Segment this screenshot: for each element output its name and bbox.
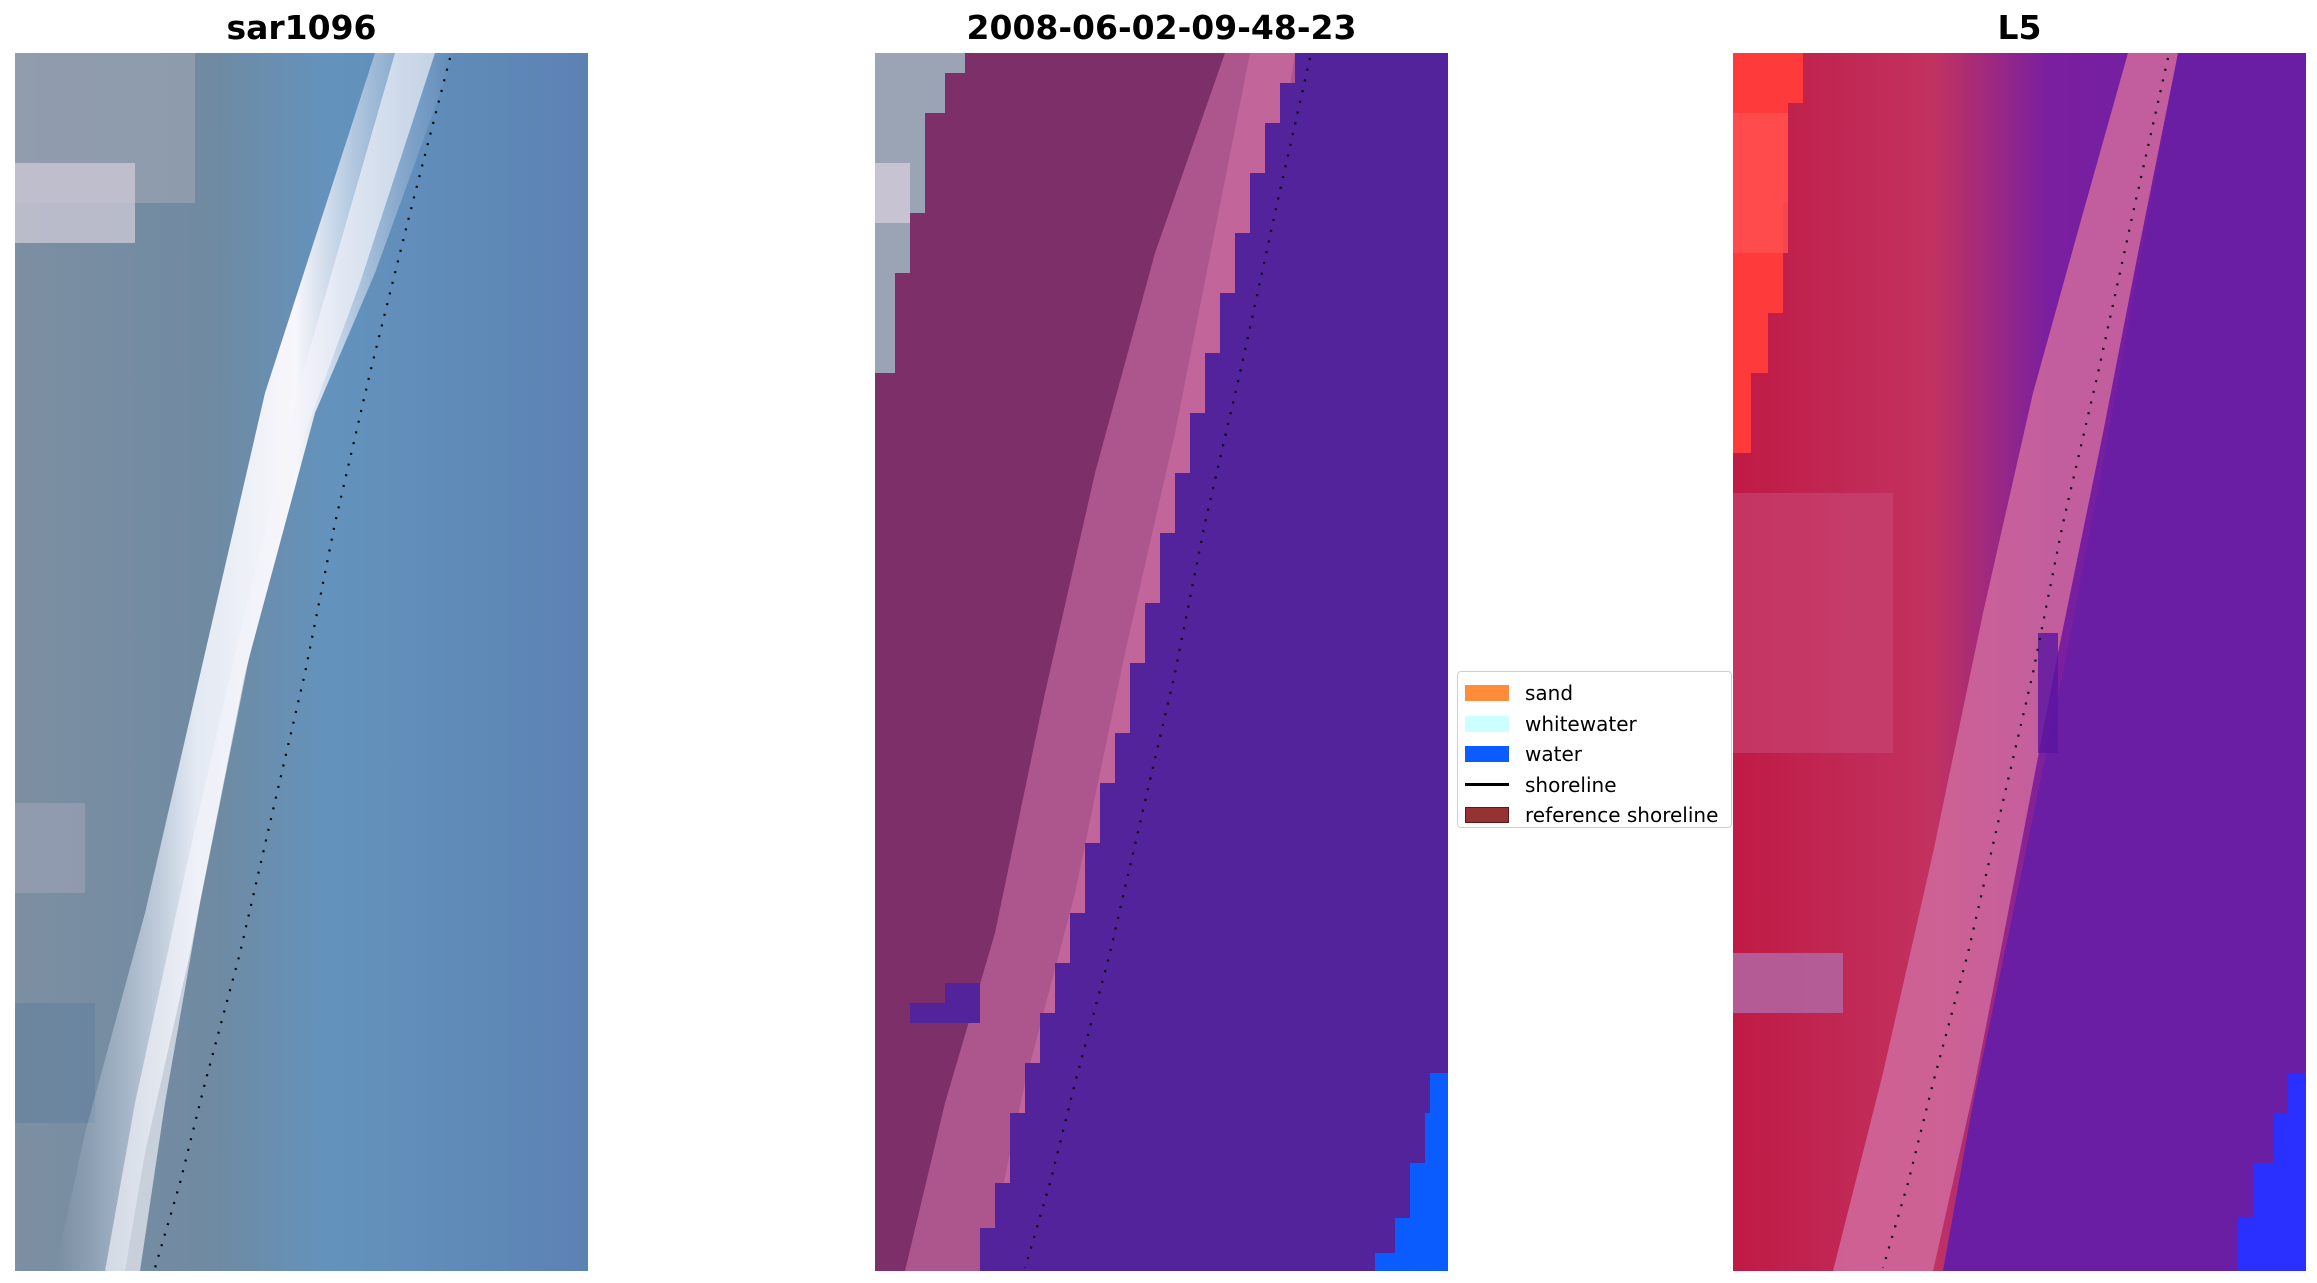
legend-label-shoreline: shoreline xyxy=(1525,772,1617,797)
legend-item-sand: sand xyxy=(1458,678,1731,709)
panel-title-index: L5 xyxy=(1997,8,2042,47)
legend-label-sand: sand xyxy=(1525,681,1574,706)
legend-label-whitewater: whitewater xyxy=(1525,711,1637,736)
legend-swatch-whitewater xyxy=(1465,715,1509,732)
panel-title-classification: 2008-06-02-09-48-23 xyxy=(966,8,1357,47)
legend-item-shoreline: shoreline xyxy=(1458,770,1731,801)
panel-title-rgb: sar1096 xyxy=(226,8,377,47)
index-image xyxy=(1733,53,2306,1271)
rgb-image-panel xyxy=(15,53,588,1271)
rgb-image xyxy=(15,53,588,1271)
legend-item-reference-shoreline: reference shoreline xyxy=(1458,800,1731,831)
legend-label-reference-shoreline: reference shoreline xyxy=(1525,803,1719,828)
legend-swatch-reference-shoreline xyxy=(1465,807,1509,824)
index-panel xyxy=(1733,53,2306,1271)
legend-line-shoreline xyxy=(1465,783,1509,787)
legend-label-water: water xyxy=(1525,742,1582,767)
legend-swatch-sand xyxy=(1465,685,1509,702)
legend-item-whitewater: whitewater xyxy=(1458,709,1731,740)
classification-panel xyxy=(875,53,1448,1271)
legend-swatch-water xyxy=(1465,746,1509,763)
classification-image xyxy=(875,53,1448,1271)
legend: sand whitewater water shoreline referenc… xyxy=(1457,671,1732,828)
legend-item-water: water xyxy=(1458,739,1731,770)
